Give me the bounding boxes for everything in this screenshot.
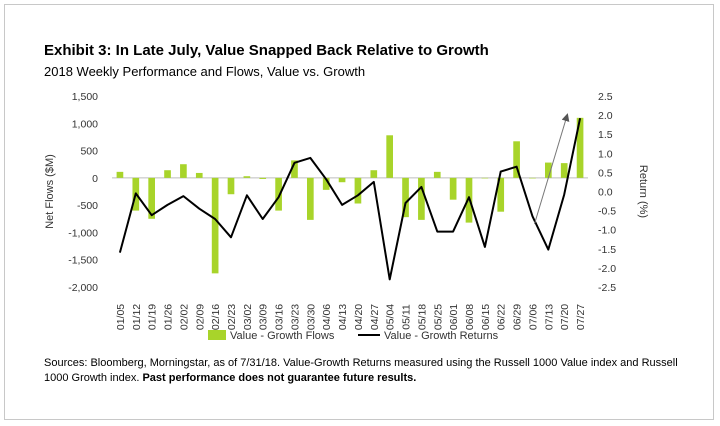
x-tick-label: 03/09 bbox=[258, 304, 270, 330]
annotation-arrow bbox=[533, 113, 570, 225]
y-right-tick-label: -1.0 bbox=[598, 225, 616, 237]
y-left-axis-title: Net Flows ($M) bbox=[44, 154, 56, 229]
x-tick-label: 06/22 bbox=[496, 304, 508, 330]
x-tick-label: 06/01 bbox=[448, 304, 460, 330]
x-tick-label: 01/26 bbox=[163, 304, 175, 330]
x-tick-label: 04/06 bbox=[321, 304, 333, 330]
x-tick-label: 03/16 bbox=[274, 304, 286, 330]
x-tick-label: 02/16 bbox=[210, 304, 222, 330]
flow-bar bbox=[180, 164, 187, 178]
y-left-tick-label: -500 bbox=[77, 200, 98, 212]
chart-subtitle: 2018 Weekly Performance and Flows, Value… bbox=[44, 64, 366, 79]
returns-line bbox=[118, 117, 582, 281]
flow-bar bbox=[449, 177, 457, 200]
flow-bar bbox=[370, 170, 378, 178]
x-tick-label: 07/27 bbox=[575, 304, 587, 330]
x-tick-label: 05/25 bbox=[432, 304, 444, 330]
flow-bar bbox=[560, 163, 568, 178]
x-tick-label: 04/20 bbox=[353, 304, 365, 330]
legend-label-flows: Value - Growth Flows bbox=[230, 330, 335, 342]
flow-bar bbox=[529, 177, 536, 179]
x-tick-label: 05/18 bbox=[416, 304, 428, 330]
y-left-tick-label: -1,500 bbox=[68, 255, 98, 267]
flow-bar bbox=[164, 170, 171, 178]
flow-bar bbox=[211, 177, 219, 274]
footnote: Sources: Bloomberg, Morningstar, as of 7… bbox=[44, 356, 684, 386]
x-tick-label: 02/02 bbox=[178, 304, 190, 330]
x-tick-label: 06/15 bbox=[480, 304, 492, 330]
y-right-tick-label: 1.0 bbox=[598, 148, 613, 160]
flow-bar bbox=[148, 177, 155, 219]
x-tick-label: 05/11 bbox=[401, 304, 413, 330]
y-right-tick-label: 1.5 bbox=[598, 129, 613, 141]
y-left-tick-label: -2,000 bbox=[68, 282, 98, 294]
y-right-tick-label: -2.5 bbox=[598, 282, 616, 294]
flow-bar bbox=[275, 177, 282, 211]
x-tick-label: 02/09 bbox=[194, 304, 206, 330]
flow-bar bbox=[291, 160, 298, 178]
x-tick-label: 02/23 bbox=[226, 304, 238, 330]
x-tick-label: 07/13 bbox=[543, 304, 555, 330]
flow-bar bbox=[497, 177, 505, 212]
legend-label-returns: Value - Growth Returns bbox=[384, 330, 499, 342]
y-left-tick-label: 500 bbox=[80, 146, 98, 158]
flow-bar bbox=[116, 171, 124, 178]
y-left-tick-label: 0 bbox=[92, 173, 98, 185]
y-left-tick-label: 1,000 bbox=[72, 118, 98, 130]
x-tick-label: 03/30 bbox=[305, 304, 317, 330]
y-right-tick-label: 2.5 bbox=[598, 91, 613, 103]
flow-bar bbox=[259, 177, 267, 179]
y-left-tick-label: -1,000 bbox=[68, 227, 98, 239]
x-tick-label: 07/20 bbox=[559, 304, 571, 330]
flow-bar bbox=[322, 177, 330, 190]
x-tick-label: 07/06 bbox=[527, 304, 539, 330]
footnote-disclaimer: Past performance does not guarantee futu… bbox=[142, 372, 417, 384]
y-right-tick-label: -1.5 bbox=[598, 244, 616, 256]
x-tick-label: 01/19 bbox=[147, 304, 159, 330]
y-right-axis-title: Return (%) bbox=[637, 165, 649, 218]
flow-bar bbox=[402, 177, 409, 218]
x-tick-label: 01/12 bbox=[131, 304, 143, 330]
flow-bar bbox=[195, 172, 203, 178]
x-tick-label: 04/27 bbox=[369, 304, 381, 330]
flow-bar bbox=[386, 135, 393, 178]
flow-bar bbox=[418, 177, 425, 220]
x-tick-label: 05/04 bbox=[385, 304, 397, 330]
x-tick-label: 03/02 bbox=[242, 304, 254, 330]
flow-bar bbox=[338, 177, 346, 183]
x-tick-label: 03/23 bbox=[289, 304, 301, 330]
flow-bar bbox=[227, 177, 235, 195]
x-tick-label: 06/08 bbox=[464, 304, 476, 330]
flow-bar bbox=[354, 177, 362, 204]
legend-swatch-flows bbox=[208, 330, 226, 340]
y-right-tick-label: 0.5 bbox=[598, 167, 613, 179]
flow-bar bbox=[481, 177, 489, 179]
flow-bar bbox=[513, 141, 520, 178]
y-right-tick-label: 2.0 bbox=[598, 110, 613, 122]
flow-bar bbox=[576, 117, 584, 178]
y-right-tick-label: -2.0 bbox=[598, 263, 616, 275]
flow-bar bbox=[433, 171, 441, 178]
y-right-tick-label: -0.5 bbox=[598, 206, 616, 218]
footnote-text: Sources: Bloomberg, Morningstar, as of 7… bbox=[44, 357, 678, 384]
flow-bar bbox=[243, 176, 251, 178]
flow-bar bbox=[545, 162, 552, 178]
x-tick-label: 06/29 bbox=[512, 304, 524, 330]
chart-frame bbox=[4, 4, 714, 420]
chart-title: Exhibit 3: In Late July, Value Snapped B… bbox=[44, 42, 489, 59]
y-right-tick-label: 0.0 bbox=[598, 187, 613, 199]
flow-bar bbox=[307, 177, 314, 220]
x-tick-label: 04/13 bbox=[337, 304, 349, 330]
x-tick-label: 01/05 bbox=[115, 304, 127, 330]
y-left-tick-label: 1,500 bbox=[72, 91, 98, 103]
